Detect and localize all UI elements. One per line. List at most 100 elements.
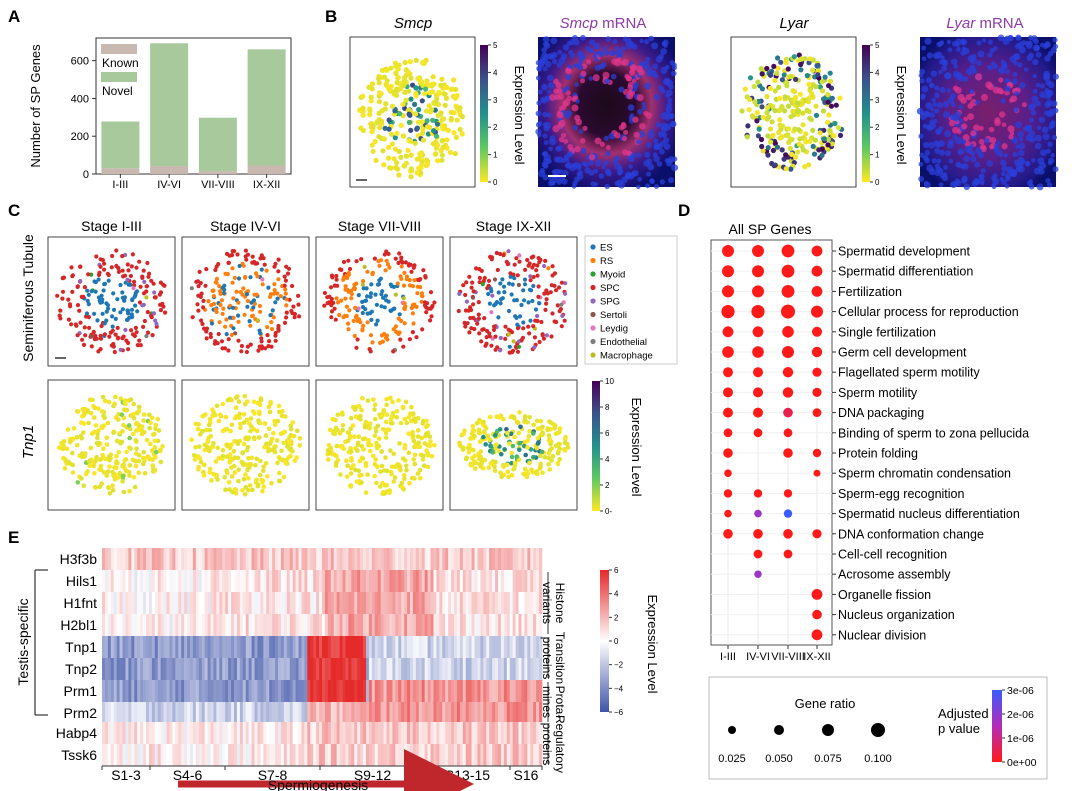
celltype-spot — [141, 302, 146, 307]
celltype-spot — [199, 318, 204, 323]
celltype-spot — [273, 300, 278, 305]
heat-cell — [140, 614, 144, 637]
heat-cell — [113, 614, 117, 637]
heat-cell — [401, 722, 405, 745]
heat-cell — [119, 614, 123, 637]
heat-cell — [239, 592, 244, 615]
celltype-spot — [99, 323, 104, 329]
heat-cell — [269, 570, 273, 593]
tnp1-spot — [127, 488, 132, 494]
tnp1-spot — [411, 457, 417, 462]
bar-novel-IV-VI — [150, 43, 189, 167]
heat-cell — [134, 592, 138, 615]
nucleus — [1046, 182, 1053, 188]
heat-cell — [483, 702, 487, 725]
heat-cell — [456, 614, 461, 637]
heat-cell — [160, 592, 164, 615]
tnp1-spot — [526, 433, 532, 439]
nucleus — [633, 131, 640, 139]
heat-cell — [280, 702, 285, 725]
celltype-spot — [190, 315, 195, 320]
heat-cell — [436, 722, 440, 745]
heat-cell — [119, 592, 123, 615]
stage-title: Stage I-III — [81, 218, 142, 234]
heat-cell — [357, 548, 361, 571]
heat-cell — [137, 680, 141, 703]
heat-cell — [506, 680, 511, 703]
heat-cell — [465, 702, 469, 725]
spot — [414, 156, 420, 162]
heat-cell — [439, 722, 443, 745]
celltype-spot — [134, 330, 139, 335]
heat-cell — [140, 680, 144, 703]
heat-cell — [310, 722, 314, 745]
tnp1-spot — [425, 450, 430, 456]
spot — [369, 129, 375, 135]
nucleus — [945, 150, 952, 157]
tnp1-spot — [367, 448, 373, 454]
enrichment-dot — [753, 529, 763, 539]
celltype-spot — [218, 289, 223, 294]
celltype-spot — [251, 298, 257, 303]
heat-cell — [319, 722, 323, 745]
heat-cell — [269, 636, 273, 659]
heat-cell — [163, 592, 167, 615]
heat-cell — [445, 722, 449, 745]
celltype-spot — [78, 264, 83, 269]
spot — [394, 92, 400, 98]
heat-cell — [474, 636, 478, 659]
celltype-spot — [259, 344, 264, 349]
heat-cell — [415, 636, 420, 659]
heat-cell — [500, 680, 505, 703]
heat-cell — [128, 680, 132, 703]
legend-label-Myoid: Myoid — [600, 270, 625, 281]
heat-cell — [134, 722, 138, 745]
spot — [379, 67, 386, 73]
nucleus — [558, 119, 566, 127]
heat-cell — [125, 570, 129, 593]
heat-cell — [477, 658, 481, 681]
heat-cell — [134, 548, 138, 571]
heat-cell — [134, 658, 138, 681]
term-label: Germ cell development — [838, 346, 967, 360]
tnp1-spot — [372, 473, 378, 479]
tnp1-spot — [357, 473, 362, 478]
d-title: All SP Genes — [728, 221, 811, 237]
celltype-spot — [237, 263, 242, 269]
nucleus — [578, 60, 583, 65]
celltype-spot — [559, 324, 564, 329]
spot — [764, 110, 770, 116]
tnp1-spot — [483, 442, 489, 447]
enrichment-dot — [781, 264, 795, 278]
tnp1-spot — [470, 455, 475, 461]
celltype-spot — [126, 282, 131, 287]
heat-cell — [474, 722, 478, 745]
spot — [759, 143, 765, 150]
tnp1-spot — [510, 443, 516, 449]
tnp1-spot — [238, 425, 243, 431]
heat-cell — [269, 548, 273, 571]
nucleus — [918, 161, 924, 167]
heat-cell — [298, 658, 302, 681]
heat-cell — [336, 548, 340, 571]
celltype-spot — [189, 286, 194, 291]
heat-cell — [351, 570, 355, 593]
heat-cell — [465, 680, 469, 703]
nucleus — [632, 116, 639, 123]
celltype-spot — [358, 320, 363, 325]
heat-cell — [286, 570, 291, 593]
tnp1-spot — [531, 422, 536, 428]
nucleus — [648, 35, 655, 42]
heat-cell — [404, 680, 408, 703]
spot — [798, 67, 804, 73]
heat-cell — [436, 636, 440, 659]
heat-cell — [342, 680, 346, 703]
tnp1-frame — [315, 379, 444, 511]
tnp1-spot — [388, 395, 393, 401]
tnp1-spot — [535, 435, 541, 441]
heat-cell — [266, 722, 270, 745]
celltype-spot — [544, 288, 549, 293]
heat-cell — [512, 680, 516, 703]
heat-cell — [427, 722, 431, 745]
celltype-spot — [128, 273, 133, 279]
